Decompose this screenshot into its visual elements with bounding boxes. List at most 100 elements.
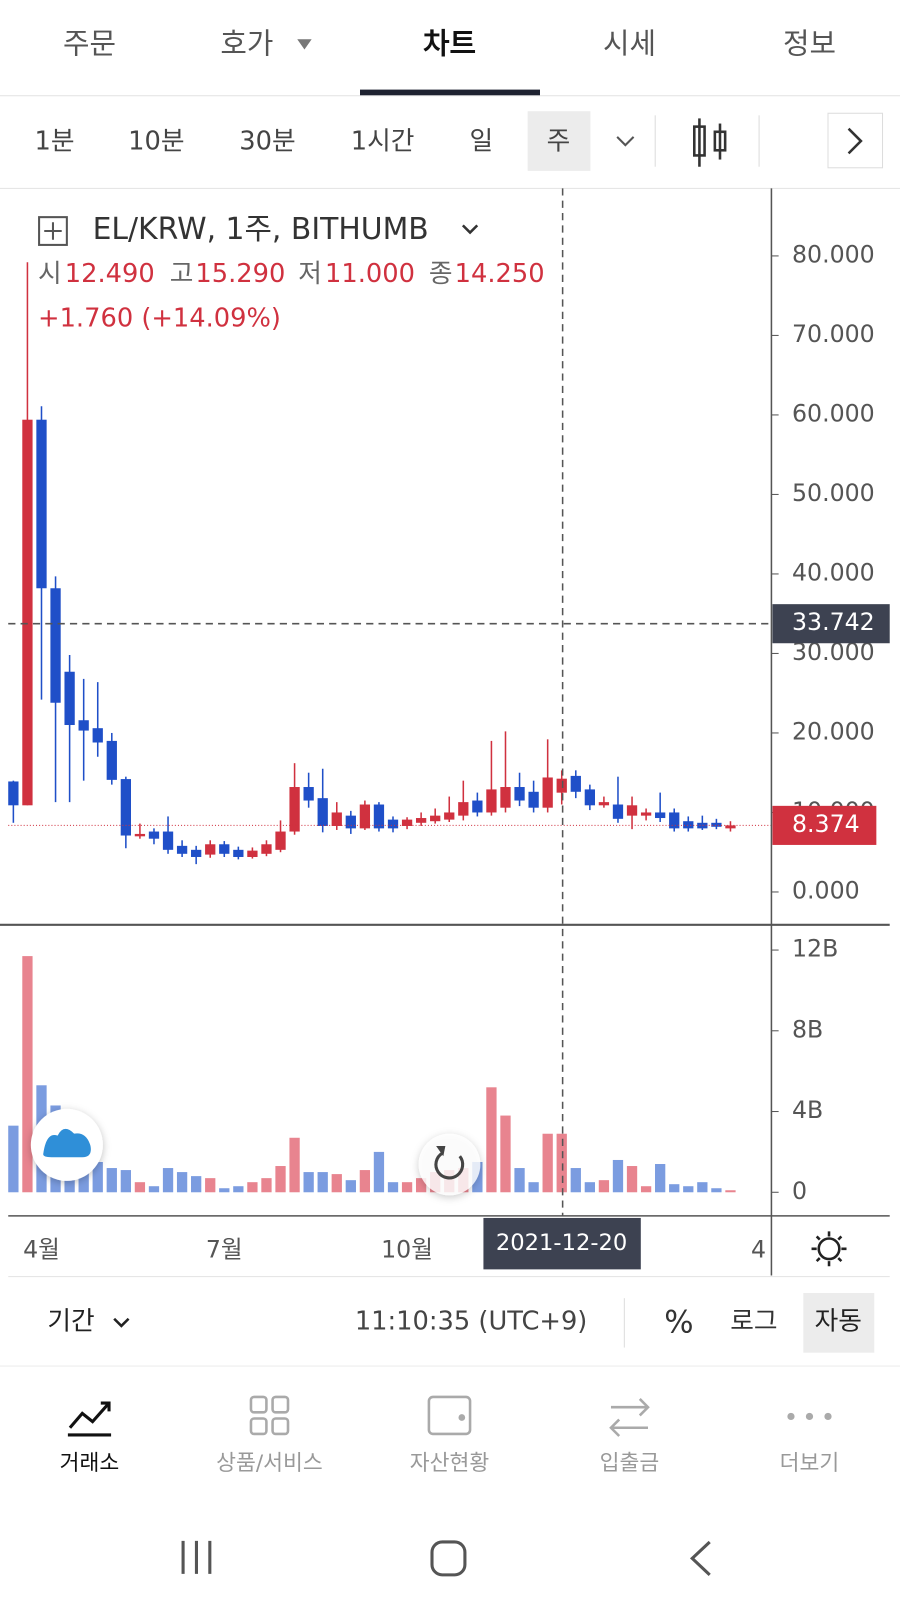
candle-body — [36, 419, 47, 589]
volume-bar — [640, 1186, 652, 1193]
volume-bar — [106, 1168, 117, 1193]
candle-body — [556, 778, 567, 793]
interval[interactable]: 일 — [470, 127, 494, 157]
change: +1.760 (+14.09%) — [38, 303, 281, 333]
candle-body — [472, 800, 483, 813]
nav-item[interactable]: 입출금 — [600, 1451, 660, 1476]
volume-bar — [176, 1172, 188, 1193]
candle-body — [50, 588, 61, 703]
volume-bar — [711, 1188, 722, 1193]
volume-bar — [725, 1190, 736, 1193]
volume-bar — [317, 1172, 328, 1193]
symbol-title[interactable]: EL/KRW, 1주, BITHUMB — [93, 212, 429, 247]
volume-bar — [697, 1182, 708, 1193]
volume-tick-label: 12B — [792, 935, 838, 963]
volume-bar — [289, 1137, 300, 1193]
add-indicator-icon[interactable] — [38, 216, 68, 246]
percent-toggle[interactable]: % — [664, 1304, 693, 1340]
candle-body — [415, 818, 427, 823]
ohlc-value: 11.000 — [325, 259, 415, 289]
interval-selected-bg — [527, 111, 591, 171]
interval[interactable]: 30분 — [239, 127, 295, 157]
candle-body — [162, 831, 174, 850]
volume-bar — [345, 1180, 356, 1193]
nav-item[interactable]: 더보기 — [780, 1451, 840, 1476]
nav-icon — [609, 1398, 650, 1437]
auto-toggle[interactable]: 자동 — [815, 1306, 862, 1336]
period-button[interactable]: 기간 — [47, 1306, 94, 1336]
volume-bar — [415, 1178, 427, 1193]
last-price-box — [772, 805, 877, 845]
back[interactable] — [689, 1540, 711, 1576]
candle-body — [64, 671, 75, 726]
volume-bar — [22, 956, 33, 1193]
crosshair-price-label: 33.742 — [792, 608, 875, 636]
volume-bar — [134, 1182, 146, 1193]
candle-body — [289, 787, 300, 832]
candle-body — [106, 740, 117, 780]
interval[interactable]: 1시간 — [351, 127, 415, 157]
interval[interactable]: 10분 — [128, 127, 184, 157]
candle-body — [191, 849, 202, 857]
candle-body — [401, 819, 413, 826]
candle-body — [584, 789, 595, 806]
candle-body — [275, 831, 286, 850]
candle-body — [430, 815, 441, 822]
candle-body — [444, 812, 455, 820]
nav-item[interactable]: 거래소 — [60, 1451, 120, 1476]
nav-icon — [427, 1395, 472, 1436]
settings-icon[interactable] — [811, 1231, 847, 1267]
volume-bar — [542, 1133, 553, 1193]
tab[interactable]: 정보 — [783, 26, 836, 60]
candle-body — [359, 804, 371, 829]
volume-bar — [359, 1170, 371, 1193]
candle-type-icon[interactable] — [692, 118, 727, 167]
volume-bar — [655, 1164, 666, 1193]
more-intervals[interactable] — [616, 136, 635, 147]
recent-apps[interactable] — [181, 1540, 212, 1574]
crosshair-price-box — [772, 604, 890, 644]
volume-bar — [626, 1166, 638, 1193]
nav-item[interactable]: 자산현황 — [410, 1451, 490, 1476]
volume-bar — [205, 1178, 216, 1193]
home[interactable] — [430, 1540, 467, 1577]
ohlc-value: 12.490 — [65, 259, 155, 289]
candle-body — [486, 789, 497, 813]
candle-body — [669, 812, 680, 829]
candle-body — [219, 844, 230, 854]
nav-icon — [787, 1412, 832, 1421]
last-price-label: 8.374 — [792, 810, 860, 838]
candle-body — [626, 805, 638, 816]
interval[interactable]: 1분 — [35, 127, 75, 157]
ohlc-label: 시 — [38, 259, 62, 289]
volume-bar — [528, 1182, 539, 1193]
interval[interactable]: 주 — [547, 127, 571, 157]
candle-body — [598, 802, 610, 806]
candle-body — [134, 833, 146, 837]
nav-icon — [67, 1401, 112, 1437]
chevron — [113, 1317, 130, 1328]
candle-body — [8, 781, 19, 806]
candle-body — [303, 787, 314, 801]
volume-bar — [556, 1133, 567, 1193]
reset-button[interactable] — [418, 1133, 481, 1196]
scroll-right-button[interactable] — [827, 112, 884, 169]
volume-bar — [162, 1168, 174, 1193]
ohlc-label: 저 — [298, 259, 322, 289]
candle-body — [247, 850, 258, 857]
ohlc-label: 고 — [170, 259, 194, 289]
log-toggle[interactable]: 로그 — [730, 1306, 777, 1336]
tab[interactable]: 시세 — [603, 26, 656, 60]
x-tick-label: 4월 — [23, 1235, 60, 1263]
volume-bar — [191, 1176, 202, 1193]
tab-active[interactable]: 차트 — [423, 26, 476, 60]
tab[interactable]: 주문 — [63, 26, 116, 60]
tab[interactable]: 호가 — [220, 26, 273, 60]
candle-body — [387, 819, 399, 829]
nav-item[interactable]: 상품/서비스 — [216, 1451, 323, 1476]
volume-bar — [598, 1180, 610, 1193]
reset-icon — [434, 1151, 465, 1180]
reset-arrow — [436, 1145, 446, 1157]
